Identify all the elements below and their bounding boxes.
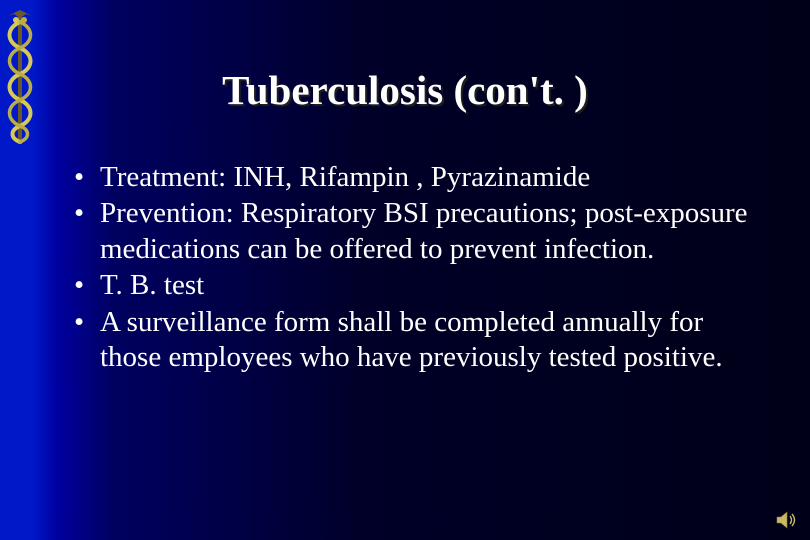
slide-title: Tuberculosis (con't. ) xyxy=(0,66,810,114)
bullet-list: Treatment: INH, Rifampin , Pyrazinamide … xyxy=(74,160,764,376)
list-item: Treatment: INH, Rifampin , Pyrazinamide xyxy=(74,160,764,195)
list-item: Prevention: Respiratory BSI precautions;… xyxy=(74,196,764,267)
list-item: T. B. test xyxy=(74,268,764,303)
list-item: A surveillance form shall be completed a… xyxy=(74,305,764,376)
speaker-icon xyxy=(776,510,798,530)
